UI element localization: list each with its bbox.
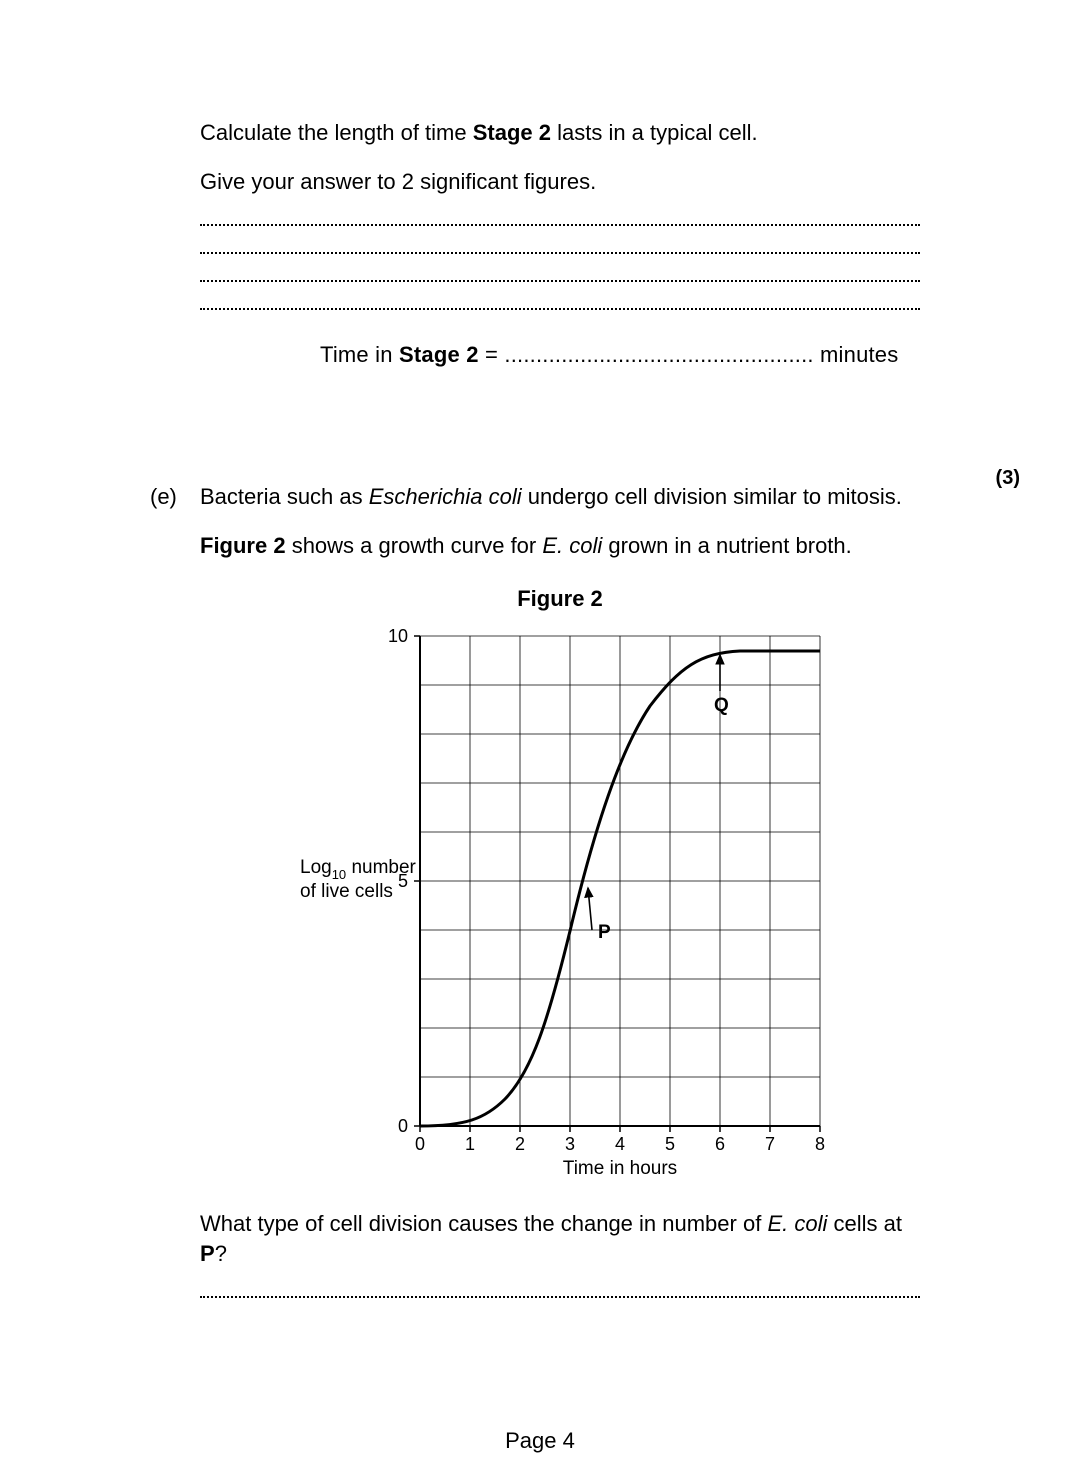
svg-text:1: 1	[465, 1134, 475, 1154]
svg-text:P: P	[598, 922, 611, 943]
text: shows a growth curve for	[286, 533, 543, 558]
svg-text:2: 2	[515, 1134, 525, 1154]
e-line-2: Figure 2 shows a growth curve for E. col…	[200, 531, 920, 562]
calc-line-2: Give your answer to 2 significant figure…	[200, 167, 920, 198]
point-p-bold: P	[200, 1241, 215, 1266]
svg-text:Q: Q	[714, 695, 729, 716]
svg-text:10: 10	[388, 626, 408, 646]
e-line-1: Bacteria such as Escherichia coli underg…	[200, 482, 920, 513]
svg-text:7: 7	[765, 1134, 775, 1154]
answer-row: Time in Stage 2 = ......................…	[200, 340, 920, 371]
species-italic: E. coli	[767, 1211, 827, 1236]
page-content: Calculate the length of time Stage 2 las…	[200, 118, 920, 1298]
calc-line-1: Calculate the length of time Stage 2 las…	[200, 118, 920, 149]
figure-2: 0123456780510Time in hoursLog10 numberof…	[200, 621, 920, 1185]
svg-text:Time in hours: Time in hours	[563, 1158, 677, 1176]
svg-text:3: 3	[565, 1134, 575, 1154]
text: lasts in a typical cell.	[551, 120, 758, 145]
text: undergo cell division similar to mitosis…	[522, 484, 902, 509]
svg-text:0: 0	[415, 1134, 425, 1154]
svg-text:6: 6	[715, 1134, 725, 1154]
text: Time in	[320, 342, 399, 367]
svg-text:4: 4	[615, 1134, 625, 1154]
figure-title: Figure 2	[200, 584, 920, 615]
answer-line[interactable]	[200, 1296, 920, 1298]
svg-text:8: 8	[815, 1134, 825, 1154]
answer-line[interactable]	[200, 280, 920, 282]
part-e-label: (e)	[150, 482, 177, 513]
text: cells at	[827, 1211, 902, 1236]
question-p: What type of cell division causes the ch…	[200, 1209, 920, 1271]
svg-text:of live cells: of live cells	[300, 881, 393, 902]
text: grown in a nutrient broth.	[602, 533, 851, 558]
species-italic: Escherichia coli	[369, 484, 522, 509]
part-e: (e) Bacteria such as Escherichia coli un…	[200, 482, 920, 1298]
answer-dots[interactable]: ........................................…	[504, 342, 813, 367]
svg-text:5: 5	[665, 1134, 675, 1154]
marks: (3)	[996, 464, 1020, 492]
svg-text:0: 0	[398, 1116, 408, 1136]
answer-line[interactable]	[200, 252, 920, 254]
text: ?	[215, 1241, 227, 1266]
species-italic: E. coli	[542, 533, 602, 558]
unit: minutes	[814, 342, 899, 367]
answer-line[interactable]	[200, 308, 920, 310]
figure-ref-bold: Figure 2	[200, 533, 286, 558]
page-number: Page 4	[0, 1426, 1080, 1457]
text: Bacteria such as	[200, 484, 369, 509]
answer-line[interactable]	[200, 224, 920, 226]
stage2-bold: Stage 2	[399, 342, 479, 367]
growth-curve-chart: 0123456780510Time in hoursLog10 numberof…	[280, 621, 840, 1176]
text: =	[479, 342, 505, 367]
text: Calculate the length of time	[200, 120, 473, 145]
stage2-bold: Stage 2	[473, 120, 551, 145]
text: What type of cell division causes the ch…	[200, 1211, 767, 1236]
